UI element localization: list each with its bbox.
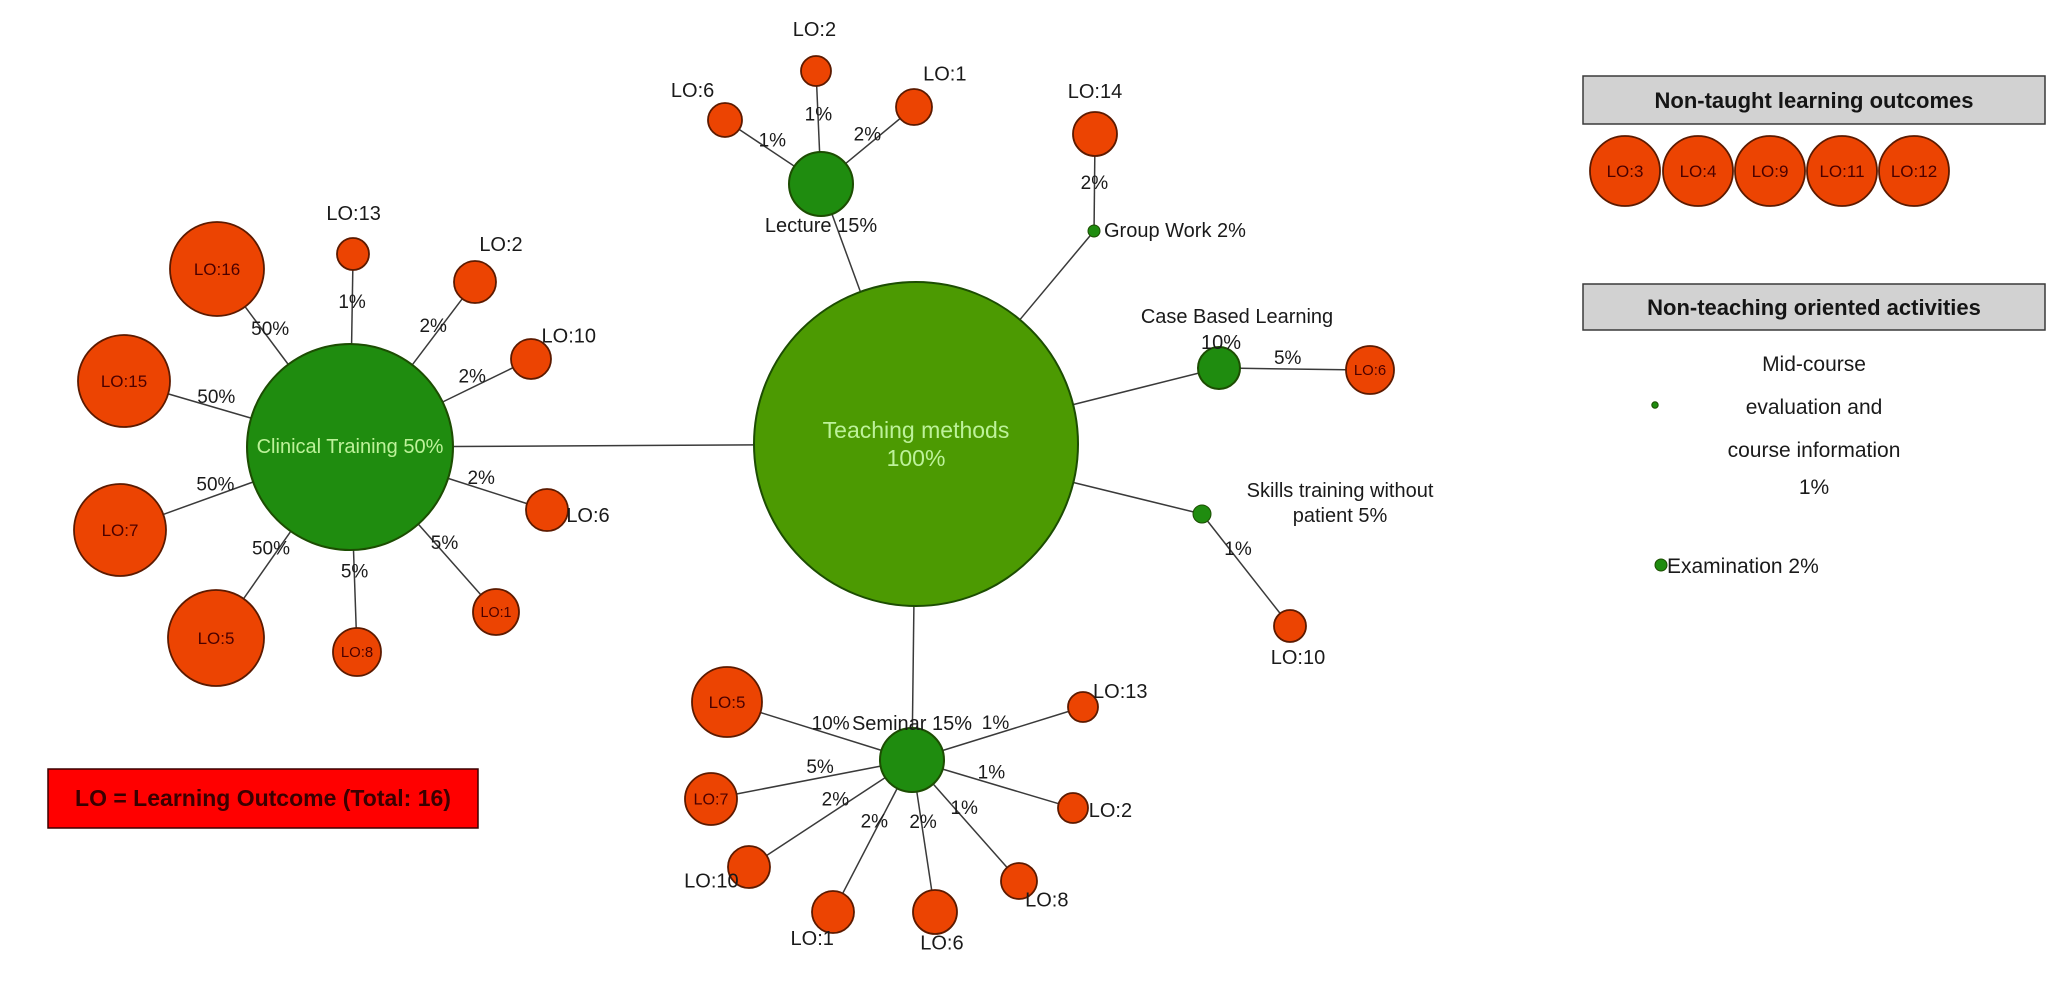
svg-text:LO:8: LO:8 bbox=[341, 645, 373, 661]
svg-text:course information: course information bbox=[1728, 439, 1901, 462]
svg-text:50%: 50% bbox=[251, 319, 289, 340]
svg-text:1%: 1% bbox=[1799, 476, 1829, 499]
svg-text:Group Work 2%: Group Work 2% bbox=[1104, 220, 1246, 242]
svg-text:LO:6: LO:6 bbox=[920, 933, 963, 955]
svg-text:1%: 1% bbox=[759, 131, 787, 152]
svg-text:2%: 2% bbox=[419, 316, 447, 337]
svg-text:Non-taught learning outcomes: Non-taught learning outcomes bbox=[1655, 88, 1974, 113]
svg-text:LO:5: LO:5 bbox=[198, 629, 235, 648]
svg-text:Skills training without: Skills training without bbox=[1247, 480, 1434, 502]
svg-text:Mid-course: Mid-course bbox=[1762, 353, 1866, 376]
svg-text:5%: 5% bbox=[806, 757, 834, 778]
svg-text:LO:10: LO:10 bbox=[684, 870, 738, 892]
svg-text:LO:12: LO:12 bbox=[1891, 162, 1937, 181]
svg-text:10%: 10% bbox=[1201, 332, 1241, 354]
svg-text:patient 5%: patient 5% bbox=[1293, 505, 1388, 527]
svg-text:5%: 5% bbox=[1274, 348, 1302, 369]
svg-text:LO:7: LO:7 bbox=[694, 791, 729, 809]
svg-text:LO:8: LO:8 bbox=[1025, 890, 1068, 912]
svg-text:LO:7: LO:7 bbox=[102, 521, 139, 540]
svg-text:LO:2: LO:2 bbox=[793, 19, 836, 41]
svg-text:LO:6: LO:6 bbox=[671, 80, 714, 102]
svg-text:LO:4: LO:4 bbox=[1680, 162, 1717, 181]
svg-text:LO:14: LO:14 bbox=[1068, 81, 1122, 103]
svg-text:Non-teaching oriented activiti: Non-teaching oriented activities bbox=[1647, 295, 1981, 320]
svg-text:LO:10: LO:10 bbox=[542, 325, 596, 347]
svg-text:LO:15: LO:15 bbox=[101, 372, 147, 391]
svg-text:LO:10: LO:10 bbox=[1271, 647, 1325, 669]
svg-text:2%: 2% bbox=[861, 812, 889, 833]
svg-text:LO:1: LO:1 bbox=[481, 605, 512, 621]
svg-text:LO:13: LO:13 bbox=[1093, 681, 1147, 703]
svg-text:Seminar 15%: Seminar 15% bbox=[852, 713, 972, 735]
svg-text:2%: 2% bbox=[822, 789, 850, 810]
svg-text:Lecture 15%: Lecture 15% bbox=[765, 215, 878, 237]
svg-text:1%: 1% bbox=[805, 105, 833, 126]
svg-text:LO:2: LO:2 bbox=[479, 234, 522, 256]
svg-text:1%: 1% bbox=[950, 798, 978, 819]
svg-text:10%: 10% bbox=[812, 714, 850, 735]
svg-text:LO:13: LO:13 bbox=[326, 203, 380, 225]
svg-text:1%: 1% bbox=[978, 763, 1006, 784]
svg-text:LO:6: LO:6 bbox=[1354, 363, 1386, 379]
svg-text:1%: 1% bbox=[982, 713, 1010, 734]
svg-text:Clinical Training 50%: Clinical Training 50% bbox=[257, 436, 444, 458]
svg-text:100%: 100% bbox=[887, 445, 946, 471]
svg-text:50%: 50% bbox=[197, 387, 235, 408]
svg-text:Examination 2%: Examination 2% bbox=[1667, 555, 1819, 578]
svg-text:LO = Learning Outcome (Total:: LO = Learning Outcome (Total: 16) bbox=[75, 785, 451, 811]
svg-text:50%: 50% bbox=[196, 475, 234, 496]
svg-text:LO:16: LO:16 bbox=[194, 260, 240, 279]
svg-text:5%: 5% bbox=[431, 533, 459, 554]
svg-text:LO:5: LO:5 bbox=[709, 693, 746, 712]
svg-text:5%: 5% bbox=[341, 562, 369, 583]
svg-text:1%: 1% bbox=[338, 292, 366, 313]
svg-text:LO:9: LO:9 bbox=[1752, 162, 1789, 181]
svg-text:LO:11: LO:11 bbox=[1819, 162, 1864, 181]
svg-text:LO:1: LO:1 bbox=[923, 64, 966, 86]
svg-text:Teaching methods: Teaching methods bbox=[823, 417, 1010, 443]
svg-text:2%: 2% bbox=[467, 468, 495, 489]
svg-text:2%: 2% bbox=[909, 812, 937, 833]
svg-text:1%: 1% bbox=[1224, 539, 1252, 560]
svg-text:Case Based Learning: Case Based Learning bbox=[1141, 306, 1333, 328]
svg-text:2%: 2% bbox=[1081, 173, 1109, 194]
svg-text:LO:1: LO:1 bbox=[791, 928, 834, 950]
svg-text:2%: 2% bbox=[458, 367, 486, 388]
svg-text:50%: 50% bbox=[252, 539, 290, 560]
svg-text:LO:2: LO:2 bbox=[1089, 800, 1132, 822]
svg-text:LO:6: LO:6 bbox=[566, 505, 609, 527]
svg-text:2%: 2% bbox=[854, 125, 882, 146]
svg-text:evaluation and: evaluation and bbox=[1746, 396, 1883, 419]
svg-text:LO:3: LO:3 bbox=[1607, 162, 1644, 181]
